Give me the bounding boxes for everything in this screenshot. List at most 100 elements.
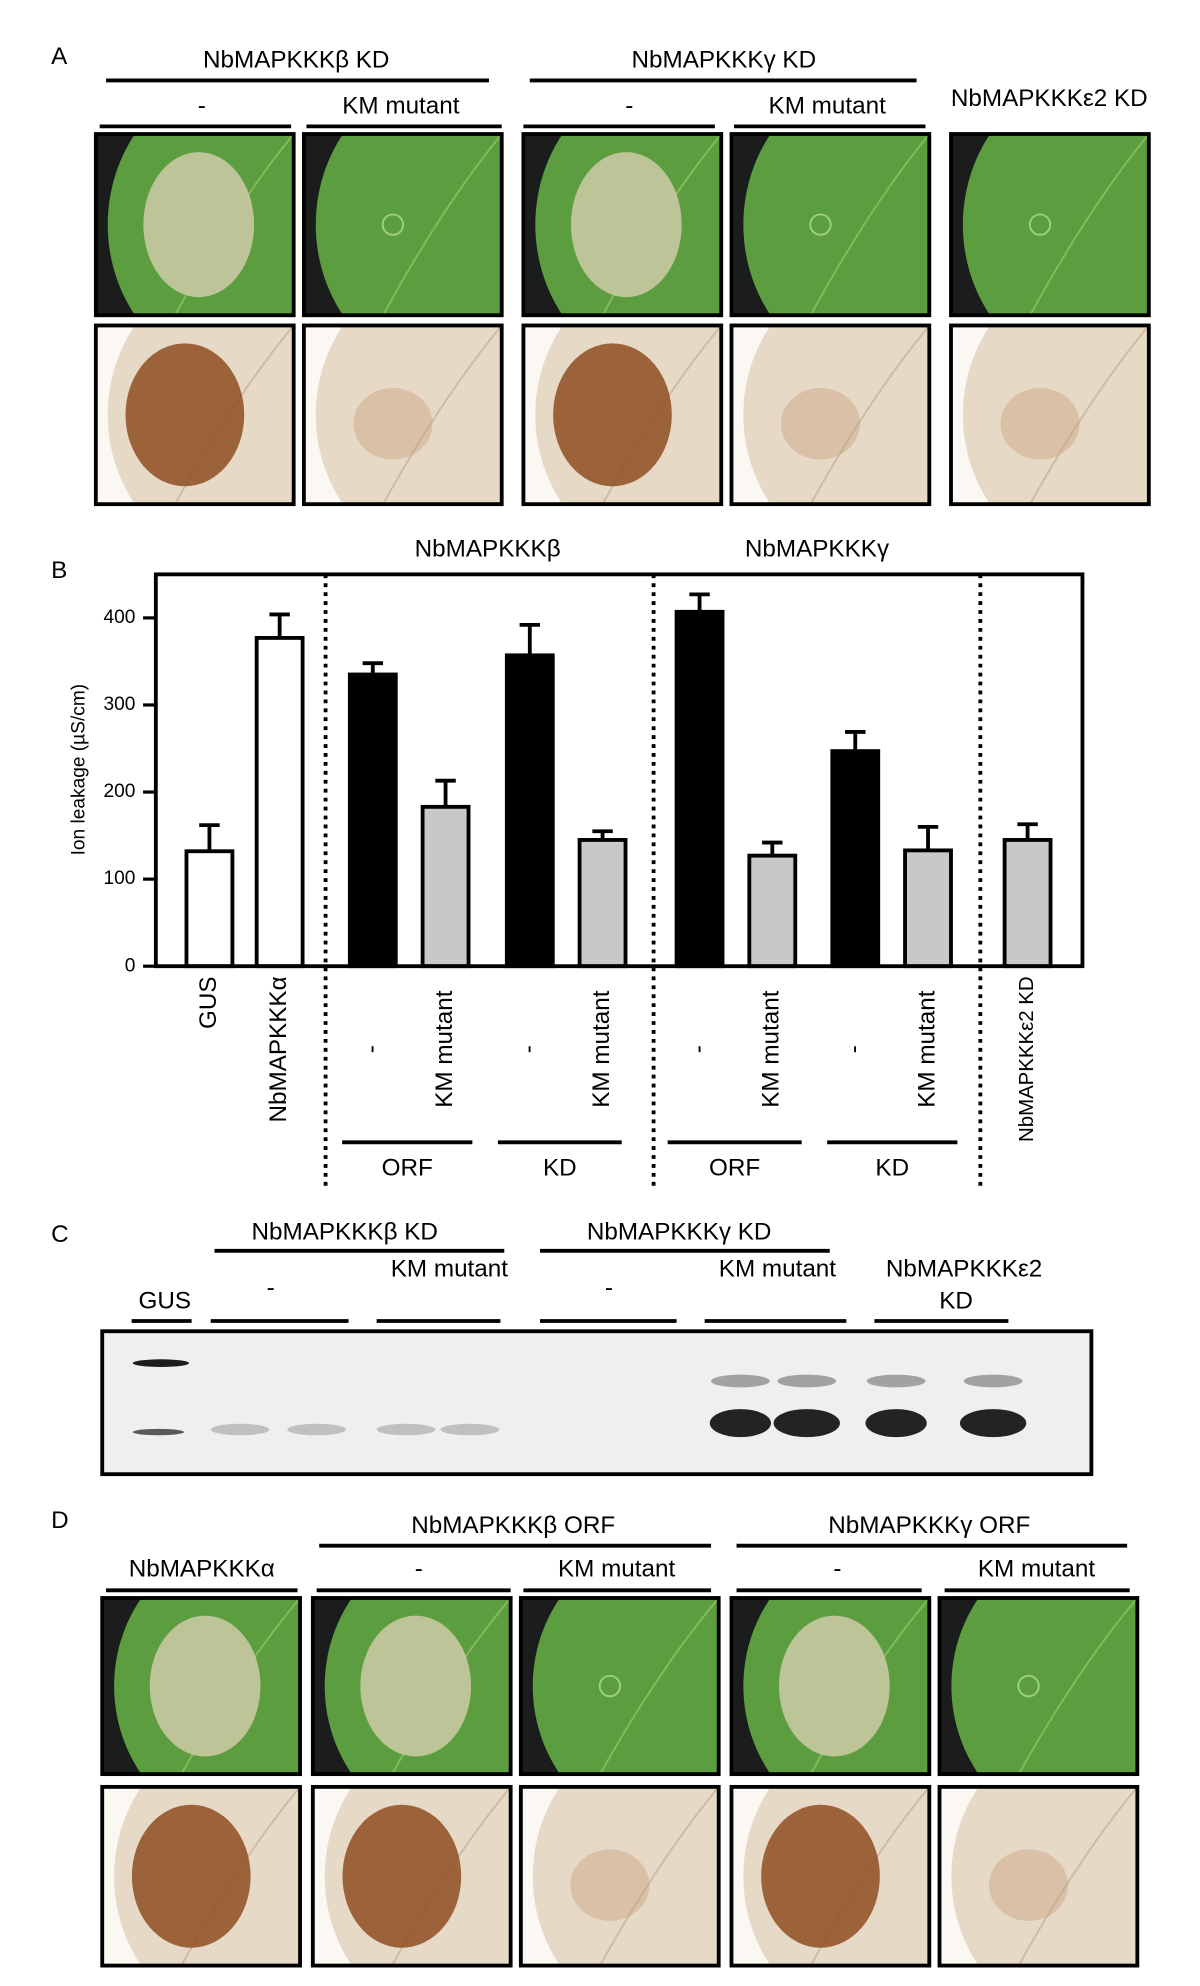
bar	[184, 849, 235, 969]
group-title: NbMAPKKKγ ORF	[828, 1512, 1030, 1539]
condition: -	[625, 93, 633, 120]
stain	[761, 1804, 880, 1948]
condition: KM mutant	[342, 93, 460, 120]
leaf-vein	[1029, 134, 1149, 316]
photo	[95, 134, 294, 316]
spot	[1017, 1674, 1040, 1698]
photo	[520, 1786, 719, 1966]
lesion	[360, 1615, 472, 1757]
photo-frame	[729, 132, 932, 318]
photo-frame	[949, 323, 1151, 507]
x-tick-label: KM mutant	[431, 990, 458, 1108]
blot	[100, 1329, 1094, 1477]
photo-frame	[301, 323, 504, 507]
leaf-vein	[1017, 1597, 1138, 1775]
photo	[939, 1786, 1138, 1966]
blot-band	[132, 1359, 190, 1367]
bar	[747, 853, 798, 969]
leaf	[532, 1597, 719, 1775]
y-tick-label: 200	[103, 781, 135, 802]
condition: KM mutant	[978, 1555, 1096, 1582]
leaf	[951, 1597, 1138, 1775]
photo-frame	[729, 323, 932, 507]
photo	[731, 1786, 930, 1966]
photo-frame	[937, 1596, 1140, 1777]
photo-frame	[310, 1596, 513, 1777]
photo	[95, 325, 294, 505]
x-tick-label: -	[841, 1045, 868, 1053]
spot	[1028, 213, 1052, 236]
stain	[1000, 388, 1080, 460]
condition: -	[833, 1555, 841, 1582]
stain	[553, 343, 672, 487]
bar	[420, 804, 471, 969]
condition: NbMAPKKKε2 KD	[951, 85, 1148, 112]
photo-frame	[100, 1784, 302, 1968]
leaf	[315, 325, 502, 505]
condition: NbMAPKKKα	[129, 1555, 275, 1582]
leaf-vein	[809, 134, 930, 316]
photo	[731, 325, 930, 505]
group-title: NbMAPKKKβ KD	[252, 1218, 438, 1245]
x-tick-label: NbMAPKKKε2 KD	[1016, 976, 1038, 1142]
bar	[903, 848, 953, 969]
blot-band	[210, 1423, 270, 1436]
leaf	[743, 134, 930, 316]
x-tick-label: KM mutant	[913, 990, 940, 1108]
stain	[780, 388, 861, 460]
group-title: NbMAPKKKβ KD	[203, 47, 389, 74]
x-tick-label: KM mutant	[588, 990, 615, 1108]
condition: KM mutant	[558, 1555, 676, 1582]
leaf-vein	[1017, 1786, 1138, 1966]
x-tick-label: GUS	[195, 976, 222, 1029]
photo	[950, 134, 1149, 316]
group-title: NbMAPKKKβ ORF	[411, 1512, 615, 1539]
leaf-vein	[599, 1786, 719, 1966]
photo	[312, 1786, 511, 1966]
blot-band	[963, 1374, 1023, 1388]
x-tick-label: -	[515, 1045, 542, 1053]
group-label: KD	[543, 1155, 577, 1182]
panel-label: A	[51, 43, 68, 70]
photo	[731, 134, 930, 316]
photo-frame	[301, 132, 504, 318]
lane-label: KM mutant	[718, 1255, 837, 1283]
lane-label: -	[267, 1275, 275, 1302]
spot	[809, 213, 832, 236]
leaf-vein	[809, 325, 930, 505]
y-axis-label: Ion leakage (µS/cm)	[68, 684, 89, 856]
leaf	[743, 325, 930, 505]
lesion	[570, 152, 682, 298]
blot-band	[440, 1423, 500, 1436]
lane-label: KM mutant	[390, 1255, 509, 1283]
leaf-vein	[1029, 325, 1149, 505]
lesion	[149, 1615, 261, 1757]
bar	[577, 838, 628, 969]
lane-label: GUS	[138, 1287, 191, 1314]
stain	[353, 388, 433, 460]
x-tick-label: KM mutant	[758, 990, 785, 1108]
leaf	[962, 134, 1149, 316]
section-label: NbMAPKKKγ	[745, 536, 890, 563]
x-tick-label: -	[685, 1045, 712, 1053]
bar	[504, 653, 555, 969]
spot	[381, 213, 405, 236]
photo-frame	[518, 1784, 721, 1968]
y-tick-label: 300	[103, 694, 135, 715]
leaf	[315, 134, 502, 316]
panel-label: B	[51, 557, 67, 584]
blot-band	[376, 1423, 436, 1436]
leaf-vein	[382, 134, 502, 316]
y-tick-label: 400	[103, 607, 135, 628]
photo-frame	[518, 1596, 721, 1777]
blot-band	[866, 1374, 926, 1388]
photo	[731, 1597, 930, 1775]
photo-frame	[729, 1596, 932, 1777]
photo	[523, 325, 722, 505]
condition: -	[415, 1555, 423, 1582]
photo-frame	[521, 323, 724, 507]
group-label: ORF	[709, 1155, 760, 1182]
photo	[950, 325, 1149, 505]
condition: -	[198, 93, 206, 120]
photo	[939, 1597, 1138, 1775]
